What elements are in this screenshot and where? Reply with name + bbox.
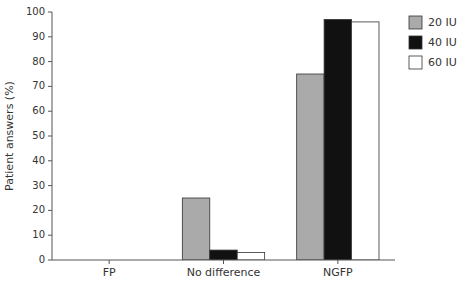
bar [237,253,264,260]
chart-svg: 0 10 20 30 40 50 60 70 80 90 100 Patient answers (%… [0,0,475,290]
y-axis: 0 10 20 30 40 50 60 70 80 90 100 [26,6,52,265]
x-tick [223,260,224,264]
y-tick-label: 30 [32,180,45,191]
y-tick-label: 90 [32,31,45,42]
legend-swatch [409,56,422,69]
legend-label: 60 IU [428,56,457,69]
y-tick-label: 10 [32,229,45,240]
y-tick [48,235,52,236]
legend-swatch [409,16,422,29]
bar [352,22,379,260]
y-tick-label: 60 [32,105,45,116]
y-tick-label: 50 [32,130,45,141]
bar [297,74,324,260]
y-tick-label: 40 [32,155,45,166]
y-tick-label: 100 [26,6,45,17]
x-tick [109,260,110,264]
y-tick-label: 0 [39,254,45,265]
y-tick [48,160,52,161]
legend-label: 40 IU [428,36,457,49]
y-tick [48,260,52,261]
y-tick-label: 80 [32,56,45,67]
x-tick-label: NGFP [323,266,353,279]
y-tick [48,61,52,62]
legend-swatch [409,36,422,49]
legend-label: 20 IU [428,16,457,29]
bars [182,19,379,260]
x-tick-label: FP [103,266,116,279]
x-tick [337,260,338,264]
bar [182,198,209,260]
x-tick-label: No difference [187,266,261,279]
y-tick [48,136,52,137]
y-tick-label: 20 [32,204,45,215]
y-tick [48,36,52,37]
chart-container: 0 10 20 30 40 50 60 70 80 90 100 Patient answers (%… [0,0,475,290]
y-tick [48,12,52,13]
x-axis: FP No difference NGFP [52,260,395,279]
y-tick [48,210,52,211]
y-tick [48,185,52,186]
bar [210,250,237,260]
y-tick [48,86,52,87]
y-axis-label: Patient answers (%) [3,81,16,191]
legend: 20 IU 40 IU 60 IU [409,16,457,69]
y-tick [48,111,52,112]
bar [324,19,351,260]
y-tick-label: 70 [32,80,45,91]
